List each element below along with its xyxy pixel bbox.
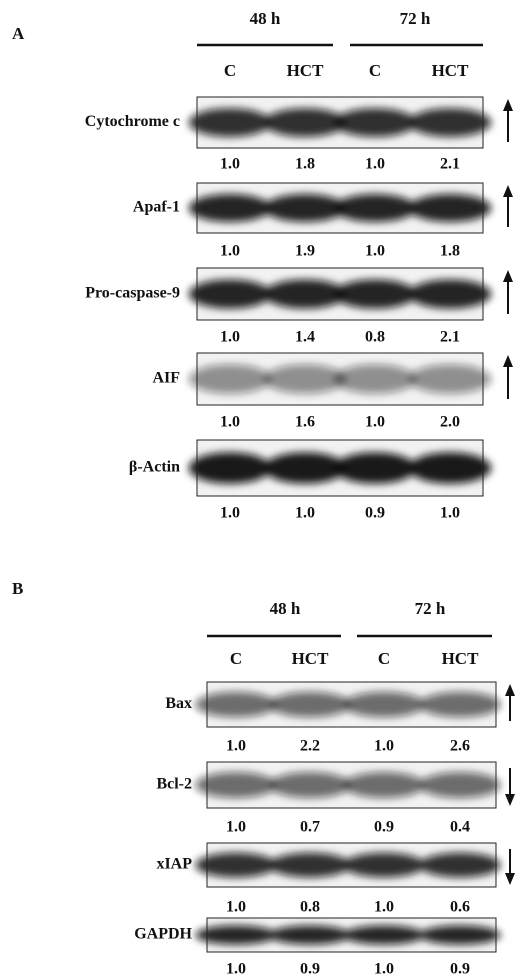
band [269, 925, 350, 944]
band [189, 279, 272, 308]
band [269, 692, 350, 717]
row-label: AIF [152, 370, 180, 387]
band-value: 1.0 [220, 505, 240, 522]
band-value: 1.4 [295, 329, 315, 346]
band-value: 1.0 [440, 505, 460, 522]
band [334, 452, 417, 483]
band-value: 1.0 [374, 899, 394, 916]
band [189, 364, 272, 393]
band [419, 692, 500, 717]
row-label: Pro-caspase-9 [85, 285, 180, 302]
panel-letter: A [12, 24, 25, 43]
band [189, 108, 272, 137]
band-value: 0.4 [450, 819, 470, 836]
band [195, 853, 276, 878]
band-value: 2.6 [450, 738, 470, 755]
band [409, 279, 492, 308]
band-value: 1.0 [220, 243, 240, 260]
band [409, 452, 492, 483]
band [343, 772, 424, 798]
band [189, 452, 272, 483]
group-label: 72 h [415, 599, 446, 618]
trend-arrow-head [503, 185, 513, 197]
row-label: Apaf-1 [133, 199, 180, 216]
band-value: 1.0 [220, 329, 240, 346]
group-label: 72 h [400, 9, 431, 28]
band [195, 692, 276, 717]
band [343, 925, 424, 944]
band-value: 1.8 [295, 156, 315, 173]
group-label: 48 h [270, 599, 301, 618]
band-value: 1.0 [365, 414, 385, 431]
band-value: 0.7 [300, 819, 320, 836]
panel-letter: B [12, 579, 23, 598]
band [189, 194, 272, 222]
band [334, 279, 417, 308]
band-value: 1.0 [220, 414, 240, 431]
band [269, 772, 350, 798]
row-label: Bax [165, 695, 192, 712]
band-value: 1.0 [365, 243, 385, 260]
band-value: 0.8 [300, 899, 320, 916]
band [334, 364, 417, 393]
band-value: 1.0 [226, 738, 246, 755]
band-value: 1.0 [374, 738, 394, 755]
column-label: HCT [292, 649, 330, 668]
row-label: β-Actin [129, 459, 180, 476]
trend-arrow-head [503, 355, 513, 367]
column-label: HCT [442, 649, 480, 668]
band [334, 194, 417, 222]
column-label: HCT [287, 61, 325, 80]
band [269, 853, 350, 878]
trend-arrow-head [503, 99, 513, 111]
band-value: 2.1 [440, 329, 460, 346]
row-label: GAPDH [134, 926, 192, 943]
row-label: xIAP [156, 856, 192, 873]
column-label: C [230, 649, 242, 668]
band [419, 772, 500, 798]
band-value: 0.9 [300, 961, 320, 977]
row-label: Cytochrome c [85, 113, 180, 130]
trend-arrow-head [503, 270, 513, 282]
band [195, 925, 276, 944]
band-value: 1.0 [226, 819, 246, 836]
band [419, 853, 500, 878]
trend-arrow-head [505, 873, 515, 885]
group-label: 48 h [250, 9, 281, 28]
figure: A 48 h C HCT 72 h C HCT Cytochrome c 1.0 1.8 1.0 2.… [0, 0, 528, 977]
band-value: 1.0 [365, 156, 385, 173]
band [419, 925, 500, 944]
band-value: 1.0 [226, 899, 246, 916]
column-label: C [378, 649, 390, 668]
band-value: 1.6 [295, 414, 315, 431]
band-value: 1.9 [295, 243, 315, 260]
band [409, 194, 492, 222]
band-value: 0.6 [450, 899, 470, 916]
column-label: HCT [432, 61, 470, 80]
column-label: C [369, 61, 381, 80]
band-value: 0.9 [365, 505, 385, 522]
column-label: C [224, 61, 236, 80]
band-value: 1.0 [220, 156, 240, 173]
band [343, 692, 424, 717]
band-value: 1.0 [226, 961, 246, 977]
band-value: 2.0 [440, 414, 460, 431]
trend-arrow-head [505, 794, 515, 806]
band-value: 2.2 [300, 738, 320, 755]
band [334, 108, 417, 137]
band-value: 2.1 [440, 156, 460, 173]
band-value: 1.8 [440, 243, 460, 260]
trend-arrow-head [505, 684, 515, 696]
row-label: Bcl-2 [156, 776, 192, 793]
band-value: 0.8 [365, 329, 385, 346]
band-value: 1.0 [295, 505, 315, 522]
band [409, 108, 492, 137]
band-value: 0.9 [374, 819, 394, 836]
band-value: 1.0 [374, 961, 394, 977]
band [409, 364, 492, 393]
band-value: 0.9 [450, 961, 470, 977]
band [195, 772, 276, 798]
band [343, 853, 424, 878]
